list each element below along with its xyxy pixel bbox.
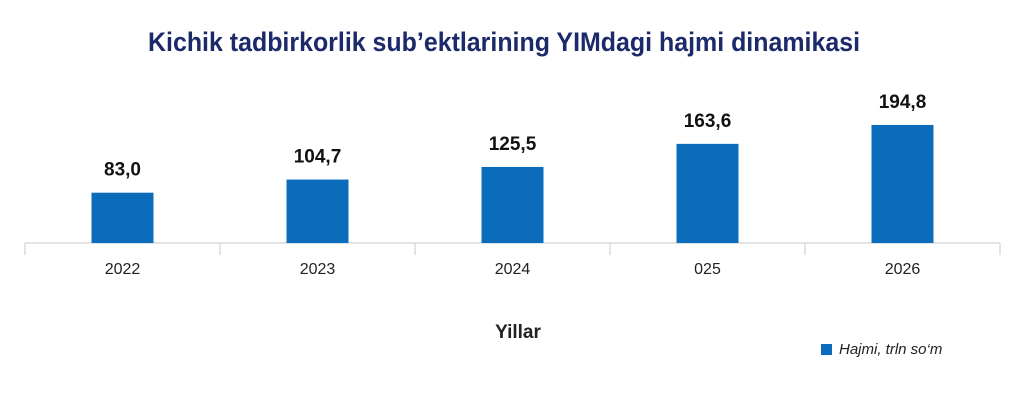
x-tick-label: 2024 [495, 261, 531, 278]
x-tick-label: 025 [694, 261, 721, 278]
data-label: 163,6 [684, 111, 732, 132]
chart-title: Kichik tadbirkorlik sub’ektlarining YIMd… [148, 27, 860, 57]
data-label: 104,7 [294, 147, 342, 168]
bar [286, 179, 349, 243]
bar [871, 124, 934, 243]
legend-label: Hajmi, trln so‘m [839, 341, 942, 358]
data-label: 194,8 [879, 92, 927, 113]
x-axis-title: Yillar [495, 322, 541, 343]
data-label: 125,5 [489, 134, 537, 155]
bar [481, 166, 544, 243]
bar [676, 143, 739, 243]
bar [91, 192, 154, 243]
data-label: 83,0 [104, 160, 141, 181]
legend-swatch [821, 344, 832, 355]
x-tick-label: 2022 [105, 261, 141, 278]
x-tick-label: 2026 [885, 261, 921, 278]
x-tick-label: 2023 [300, 261, 336, 278]
